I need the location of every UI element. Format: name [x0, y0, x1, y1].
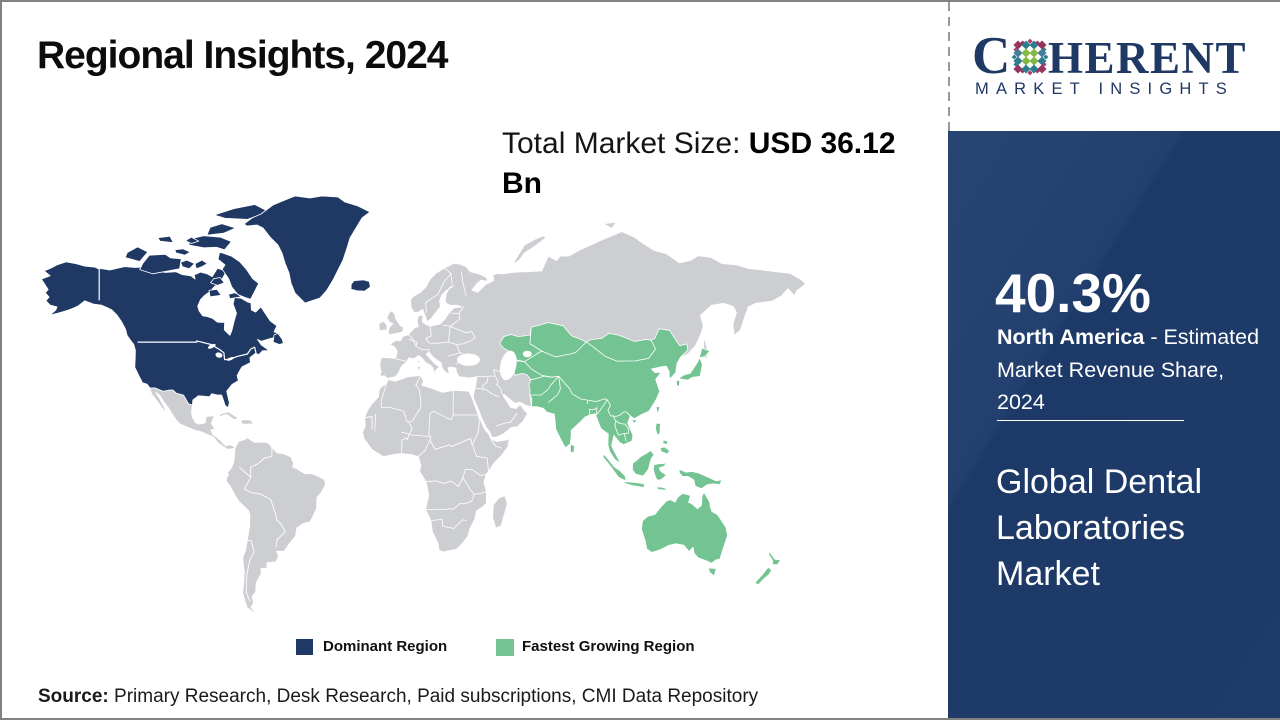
svg-text:MARKET INSIGHTS: MARKET INSIGHTS	[975, 80, 1234, 98]
svg-text:HERENT: HERENT	[1048, 33, 1247, 83]
svg-text:C: C	[972, 27, 1010, 85]
